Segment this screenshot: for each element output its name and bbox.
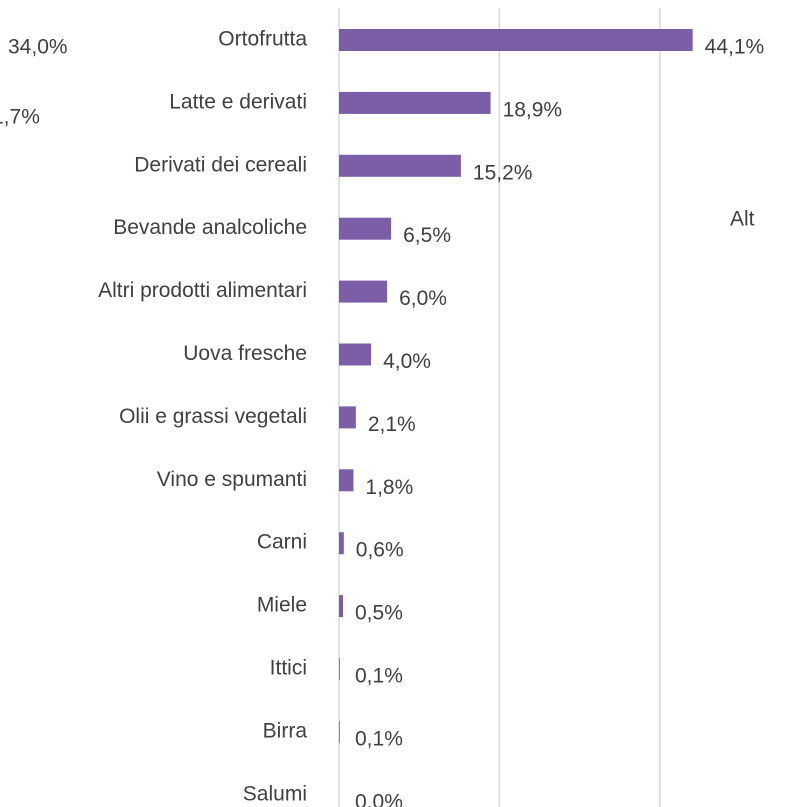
y-tick-label: Carni — [257, 531, 307, 554]
y-tick-label: Latte e derivati — [169, 90, 307, 113]
y-tick-label: Miele — [257, 594, 307, 617]
data-label: 0,5% — [355, 602, 403, 625]
data-label: 0,1% — [355, 727, 403, 750]
data-label: 0,1% — [355, 665, 403, 688]
y-tick-label: Bevande analcoliche — [113, 216, 307, 239]
data-label: 0,6% — [356, 539, 404, 562]
bar — [339, 29, 693, 51]
bar — [339, 595, 344, 618]
y-tick-label: Uova fresche — [183, 342, 307, 365]
y-tick-label: Olii e grassi vegetali — [119, 405, 307, 428]
y-tick-label: Salumi — [243, 782, 307, 805]
bar — [339, 720, 340, 743]
bar — [339, 406, 356, 429]
bar — [339, 658, 340, 680]
annotation: 1,7% — [0, 106, 40, 129]
bar — [339, 280, 388, 303]
y-tick-label: Altri prodotti alimentari — [98, 279, 307, 302]
annotation: 34,0% — [8, 36, 68, 59]
data-label: 44,1% — [705, 36, 765, 59]
bar — [339, 532, 344, 555]
y-tick-label: Derivati dei cereali — [134, 153, 307, 176]
annotation: Alt — [730, 208, 755, 231]
y-tick-label: Vino e spumanti — [157, 468, 307, 491]
data-label: 15,2% — [473, 161, 533, 184]
bar — [339, 469, 354, 492]
bar — [339, 154, 461, 177]
data-label: 6,0% — [399, 287, 447, 310]
y-tick-label: Ortofrutta — [218, 28, 307, 51]
bar — [339, 91, 491, 114]
data-label: 0,0% — [355, 790, 403, 807]
data-label: 1,8% — [365, 476, 413, 499]
data-label: 2,1% — [368, 413, 416, 436]
data-label: 18,9% — [503, 98, 563, 121]
data-label: 6,5% — [403, 224, 451, 247]
y-tick-label: Ittici — [270, 657, 307, 680]
bar — [339, 217, 392, 240]
data-label: 4,0% — [383, 350, 431, 373]
bar — [339, 343, 372, 366]
y-tick-label: Birra — [263, 719, 308, 742]
